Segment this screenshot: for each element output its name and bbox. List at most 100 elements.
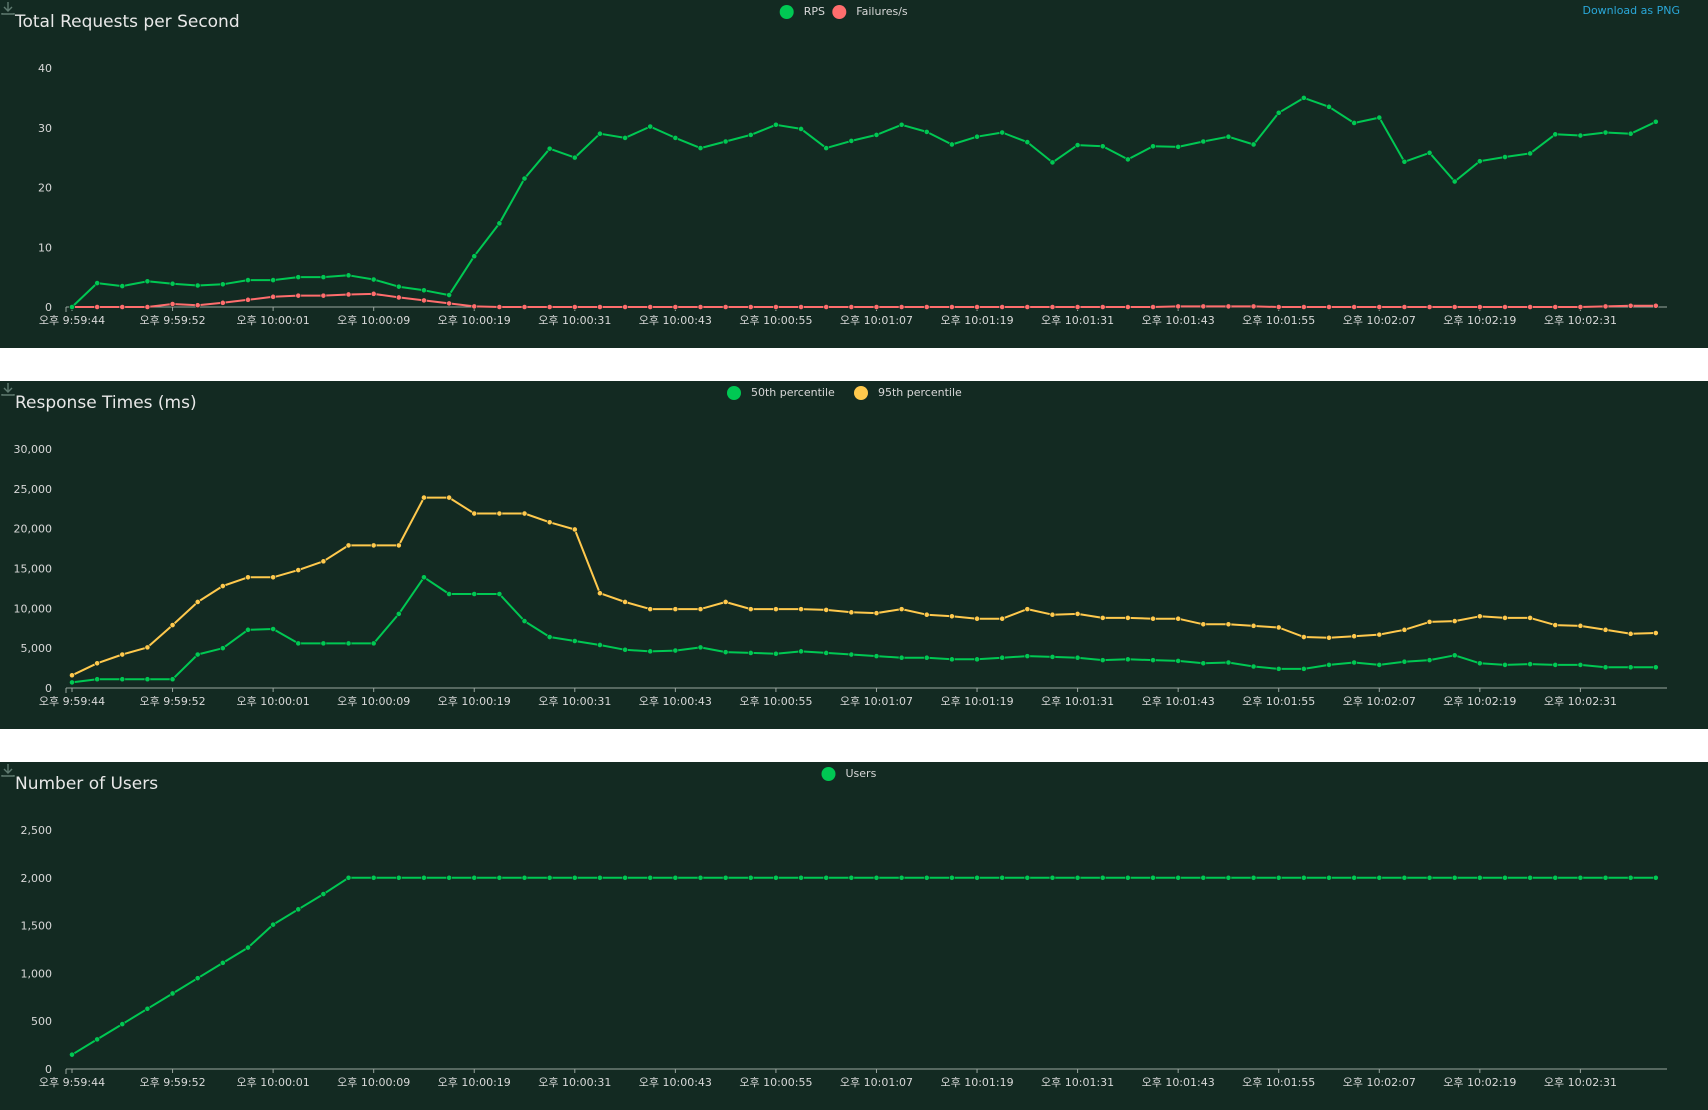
data-point[interactable]	[1124, 874, 1131, 881]
data-point[interactable]	[1250, 303, 1257, 310]
data-point[interactable]	[471, 591, 478, 597]
data-point[interactable]	[1602, 874, 1609, 881]
data-point[interactable]	[1426, 874, 1433, 881]
data-point[interactable]	[747, 132, 754, 138]
data-point[interactable]	[1627, 664, 1634, 671]
data-point[interactable]	[370, 874, 377, 881]
data-point[interactable]	[1577, 304, 1584, 310]
data-point[interactable]	[622, 135, 628, 141]
data-point[interactable]	[119, 676, 126, 683]
data-point[interactable]	[1250, 622, 1257, 629]
data-point[interactable]	[169, 990, 176, 997]
data-point[interactable]	[1552, 622, 1559, 628]
data-point[interactable]	[270, 921, 277, 928]
data-point[interactable]	[345, 640, 352, 647]
data-point[interactable]	[1200, 138, 1207, 145]
data-point[interactable]	[823, 874, 830, 881]
data-point[interactable]	[496, 874, 503, 881]
data-point[interactable]	[747, 606, 754, 613]
data-point[interactable]	[471, 874, 478, 881]
data-point[interactable]	[194, 302, 201, 309]
data-point[interactable]	[1552, 304, 1559, 310]
legend-label[interactable]: Users	[846, 767, 877, 780]
data-point[interactable]	[421, 297, 427, 304]
data-point[interactable]	[245, 296, 251, 303]
data-point[interactable]	[597, 590, 603, 597]
data-point[interactable]	[546, 145, 553, 152]
data-point[interactable]	[999, 654, 1006, 661]
download-icon[interactable]	[0, 762, 16, 778]
data-point[interactable]	[672, 304, 679, 310]
data-point[interactable]	[370, 542, 377, 549]
data-point[interactable]	[898, 654, 905, 661]
data-point[interactable]	[1527, 661, 1534, 667]
data-point[interactable]	[1175, 658, 1182, 664]
data-point[interactable]	[697, 644, 704, 651]
data-point[interactable]	[1426, 657, 1433, 664]
data-point[interactable]	[1175, 143, 1182, 150]
data-point[interactable]	[974, 874, 980, 881]
data-point[interactable]	[1250, 874, 1257, 881]
data-point[interactable]	[1502, 154, 1508, 160]
data-point[interactable]	[1074, 874, 1081, 881]
legend-label[interactable]: 95th percentile	[878, 386, 962, 399]
data-point[interactable]	[245, 626, 251, 633]
data-point[interactable]	[571, 638, 578, 644]
data-point[interactable]	[119, 651, 126, 658]
data-point[interactable]	[1401, 874, 1408, 881]
data-point[interactable]	[949, 656, 955, 663]
data-point[interactable]	[1602, 129, 1609, 136]
data-point[interactable]	[622, 304, 628, 310]
data-point[interactable]	[1502, 874, 1508, 881]
data-point[interactable]	[521, 175, 528, 182]
data-point[interactable]	[1099, 657, 1106, 664]
data-point[interactable]	[773, 874, 779, 881]
data-point[interactable]	[1250, 141, 1257, 148]
data-point[interactable]	[421, 874, 427, 881]
data-point[interactable]	[521, 510, 528, 517]
data-point[interactable]	[94, 676, 101, 683]
data-point[interactable]	[270, 626, 277, 632]
data-point[interactable]	[194, 599, 201, 605]
data-point[interactable]	[873, 304, 880, 310]
data-point[interactable]	[1401, 658, 1408, 665]
data-point[interactable]	[1326, 874, 1332, 881]
data-point[interactable]	[1099, 874, 1106, 881]
data-point[interactable]	[1275, 624, 1282, 631]
data-point[interactable]	[1200, 303, 1207, 310]
data-point[interactable]	[1426, 304, 1433, 310]
data-point[interactable]	[697, 874, 704, 881]
data-point[interactable]	[1099, 143, 1106, 150]
data-point[interactable]	[1376, 114, 1383, 121]
data-point[interactable]	[345, 542, 352, 549]
data-point[interactable]	[1124, 156, 1131, 163]
data-point[interactable]	[773, 606, 779, 613]
data-point[interactable]	[672, 874, 679, 881]
data-point[interactable]	[219, 583, 226, 589]
data-point[interactable]	[848, 304, 855, 310]
data-point[interactable]	[1225, 874, 1232, 881]
data-point[interactable]	[1502, 304, 1508, 310]
data-point[interactable]	[1150, 143, 1156, 150]
legend-marker[interactable]	[821, 767, 836, 781]
data-point[interactable]	[999, 615, 1006, 622]
data-point[interactable]	[1300, 665, 1307, 672]
data-point[interactable]	[1577, 874, 1584, 881]
data-point[interactable]	[1426, 618, 1433, 625]
legend-marker[interactable]	[779, 5, 794, 19]
data-point[interactable]	[1602, 626, 1609, 633]
data-point[interactable]	[672, 647, 679, 654]
data-point[interactable]	[1200, 874, 1207, 881]
data-point[interactable]	[345, 874, 352, 881]
data-point[interactable]	[395, 283, 402, 290]
data-point[interactable]	[571, 154, 578, 161]
data-point[interactable]	[1150, 304, 1156, 310]
data-point[interactable]	[923, 874, 930, 881]
data-point[interactable]	[69, 672, 75, 679]
data-point[interactable]	[1602, 303, 1609, 310]
data-point[interactable]	[1502, 661, 1508, 668]
data-point[interactable]	[873, 610, 880, 617]
data-point[interactable]	[848, 874, 855, 881]
data-point[interactable]	[1099, 614, 1106, 621]
data-point[interactable]	[647, 874, 654, 881]
